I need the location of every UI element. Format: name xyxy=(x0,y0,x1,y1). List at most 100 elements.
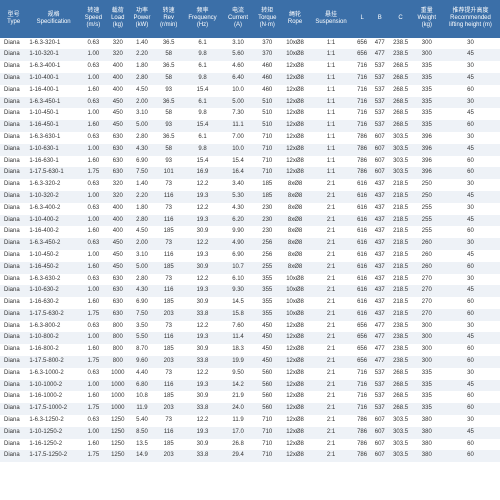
cell: 355 xyxy=(253,297,281,309)
table-row: Diana1-6.3-400-20.634001.807312.24.30230… xyxy=(0,203,500,215)
cell: 12xØ8 xyxy=(281,380,308,392)
table-row: Diana1-16-400-21.604004.5018530.99.90230… xyxy=(0,226,500,238)
cell: 15.4 xyxy=(182,85,223,97)
cell: 460 xyxy=(253,85,281,97)
cell: 0.63 xyxy=(80,38,107,50)
cell: 185 xyxy=(253,191,281,203)
cell: 268.5 xyxy=(389,73,413,85)
cell: 60 xyxy=(441,344,500,356)
cell: 1.60 xyxy=(80,391,107,403)
cell: 12xØ8 xyxy=(281,108,308,120)
cell: 320 xyxy=(107,38,129,50)
cell: 1-16-400-2 xyxy=(27,226,80,238)
col-header-1: 规格Specification xyxy=(27,0,80,38)
cell: Diana xyxy=(0,391,27,403)
cell: Diana xyxy=(0,226,27,238)
cell: 1-16-450-1 xyxy=(27,120,80,132)
cell: 268.5 xyxy=(389,97,413,109)
cell: 1.40 xyxy=(129,38,155,50)
cell: Diana xyxy=(0,238,27,250)
col-header-12: B xyxy=(371,0,389,38)
cell: 656 xyxy=(353,356,371,368)
cell: 12xØ8 xyxy=(281,439,308,451)
cell: 268.5 xyxy=(389,120,413,132)
cell: 710 xyxy=(253,132,281,144)
cell: 616 xyxy=(353,215,371,227)
cell: 2:1 xyxy=(309,391,354,403)
cell: 380 xyxy=(413,415,441,427)
cell: 15.4 xyxy=(223,156,253,168)
cell: 2:1 xyxy=(309,450,354,462)
cell: 300 xyxy=(413,49,441,61)
cell: 15.4 xyxy=(182,156,223,168)
cell: 12xØ8 xyxy=(281,344,308,356)
cell: 10.0 xyxy=(223,85,253,97)
cell: 656 xyxy=(353,344,371,356)
cell: 11.9 xyxy=(223,415,253,427)
cell: 437 xyxy=(371,179,389,191)
cell: 270 xyxy=(413,297,441,309)
cell: 6.1 xyxy=(182,97,223,109)
cell: 58 xyxy=(155,144,182,156)
cell: 2:1 xyxy=(309,179,354,191)
cell: 396 xyxy=(413,132,441,144)
cell: 396 xyxy=(413,156,441,168)
table-row: Diana1-16-400-11.604004.509315.410.04601… xyxy=(0,85,500,97)
cell: 656 xyxy=(353,332,371,344)
cell: 437 xyxy=(371,203,389,215)
cell: 630 xyxy=(107,132,129,144)
cell: 15.8 xyxy=(223,309,253,321)
cell: 335 xyxy=(413,61,441,73)
cell: 537 xyxy=(371,120,389,132)
cell: 238.5 xyxy=(389,332,413,344)
cell: 396 xyxy=(413,144,441,156)
cell: 60 xyxy=(441,120,500,132)
cell: Diana xyxy=(0,120,27,132)
cell: 17.0 xyxy=(223,427,253,439)
table-row: Diana1-16-1250-21.60125013.518530.926.87… xyxy=(0,439,500,451)
cell: 1-6.3-1250-2 xyxy=(27,415,80,427)
cell: 300 xyxy=(413,356,441,368)
col-header-4: 功率Power(kW) xyxy=(129,0,155,38)
cell: 5.00 xyxy=(129,120,155,132)
cell: 1-10-450-1 xyxy=(27,108,80,120)
cell: 335 xyxy=(413,73,441,85)
cell: 8.50 xyxy=(129,427,155,439)
cell: 1.00 xyxy=(80,49,107,61)
cell: 630 xyxy=(107,167,129,179)
cell: 45 xyxy=(441,73,500,85)
cell: 15.4 xyxy=(182,120,223,132)
cell: Diana xyxy=(0,415,27,427)
cell: 1.00 xyxy=(80,250,107,262)
cell: 60 xyxy=(441,439,500,451)
cell: 2.20 xyxy=(129,191,155,203)
cell: 218.5 xyxy=(389,238,413,250)
cell: 238.5 xyxy=(389,321,413,333)
cell: 2:1 xyxy=(309,191,354,203)
table-row: Diana1-6.3-320-10.633201.4036.56.13.1037… xyxy=(0,38,500,50)
cell: 1.00 xyxy=(80,427,107,439)
cell: Diana xyxy=(0,179,27,191)
table-row: Diana1-6.3-630-10.636302.8036.56.17.0071… xyxy=(0,132,500,144)
cell: 437 xyxy=(371,262,389,274)
cell: 2:1 xyxy=(309,226,354,238)
cell: 786 xyxy=(353,167,371,179)
cell: 12.2 xyxy=(182,274,223,286)
cell: 1:1 xyxy=(309,144,354,156)
cell: 8xØ8 xyxy=(281,215,308,227)
cell: 2.80 xyxy=(129,274,155,286)
cell: 73 xyxy=(155,368,182,380)
cell: 3.50 xyxy=(129,321,155,333)
cell: 1:1 xyxy=(309,108,354,120)
cell: 1-16-630-2 xyxy=(27,297,80,309)
cell: 218.5 xyxy=(389,262,413,274)
cell: 4.30 xyxy=(223,203,253,215)
cell: 230 xyxy=(253,203,281,215)
cell: 60 xyxy=(441,156,500,168)
cell: 1-17.5-1250-2 xyxy=(27,450,80,462)
cell: 33.8 xyxy=(182,450,223,462)
cell: 60 xyxy=(441,309,500,321)
cell: 800 xyxy=(107,321,129,333)
cell: 607 xyxy=(371,144,389,156)
cell: 60 xyxy=(441,167,500,179)
